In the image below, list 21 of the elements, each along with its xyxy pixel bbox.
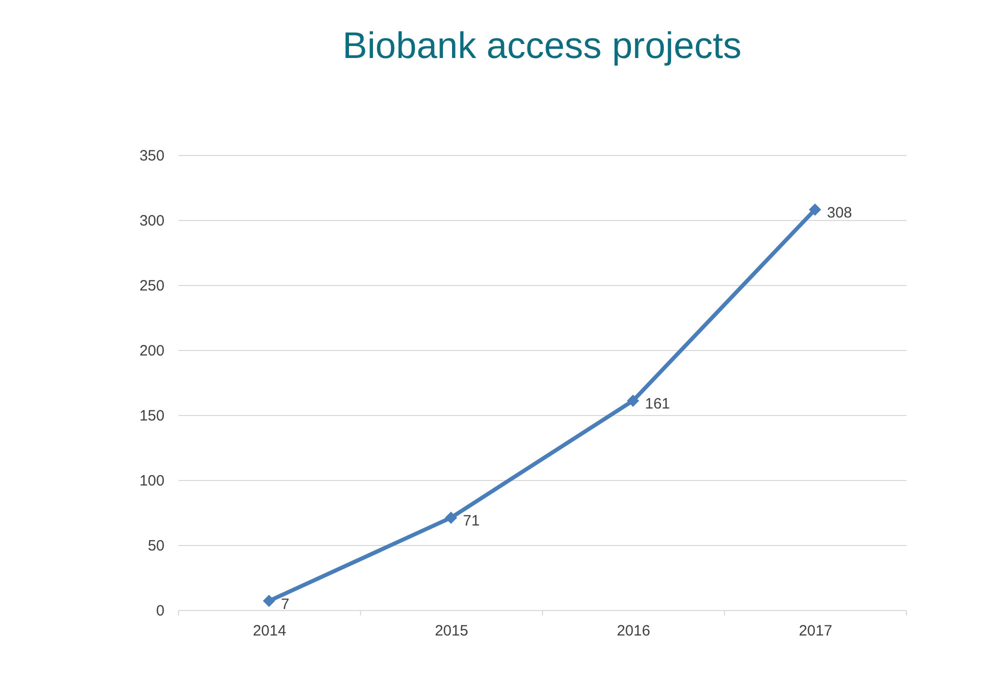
x-tick-label: 2016 [616, 622, 650, 640]
y-tick-label: 0 [156, 602, 164, 620]
x-tick-label: 2017 [798, 622, 832, 640]
point [444, 512, 458, 524]
point [626, 394, 640, 407]
y-tick-label: 250 [139, 278, 164, 294]
x-tick-label: 2014 [252, 622, 286, 640]
data-label: 7 [281, 596, 290, 613]
point [808, 203, 822, 216]
x-tick-label: 2015 [434, 622, 468, 640]
y-tick-label: 150 [139, 408, 164, 424]
y-tick-label: 350 [139, 148, 164, 164]
data-label: 71 [463, 512, 480, 530]
chart-title: Biobank access projects [342, 25, 742, 66]
data-label: 161 [645, 396, 670, 413]
y-tick-label: 50 [148, 538, 164, 554]
y-tick-label: 100 [139, 472, 164, 490]
y-tick-label: 200 [139, 342, 164, 360]
data-label: 308 [827, 204, 852, 222]
y-tick-label: 300 [139, 212, 164, 230]
point [262, 594, 276, 608]
